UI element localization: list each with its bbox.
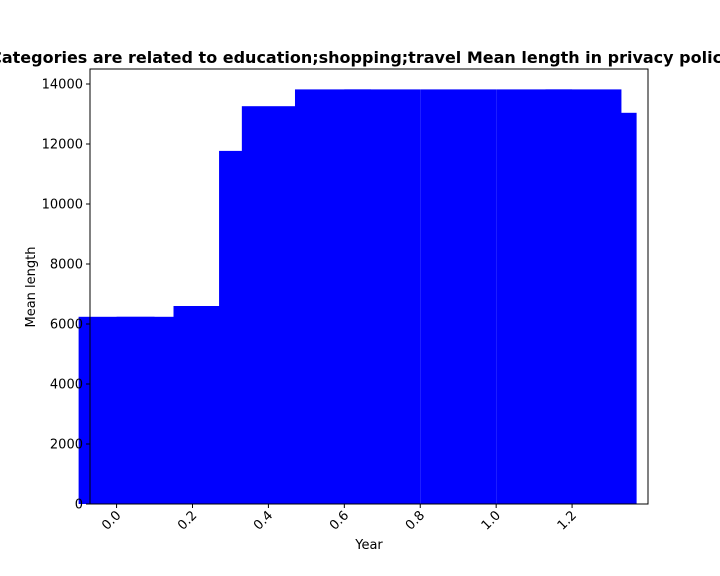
x-axis-label: Year — [354, 538, 383, 553]
y-tick-label-6: 12000 — [42, 138, 83, 153]
x-tick-label-2: 0.4 — [251, 508, 276, 533]
bar-6 — [344, 89, 421, 505]
y-tick-label-1: 2000 — [50, 438, 83, 453]
x-tick-label-0: 0.0 — [99, 508, 124, 533]
y-axis: 0 2000 4000 6000 8000 10000 12000 14000 — [42, 78, 90, 513]
bars-layer — [78, 89, 637, 505]
x-tick-label-1: 0.2 — [175, 508, 200, 533]
bar-10 — [560, 112, 637, 505]
y-tick-label-5: 10000 — [42, 198, 83, 213]
y-tick-label-2: 4000 — [50, 378, 83, 393]
y-tick-label-7: 14000 — [42, 78, 83, 93]
x-tick-label-6: 1.2 — [555, 508, 580, 533]
bar-7 — [420, 89, 497, 505]
y-tick-label-4: 8000 — [50, 258, 83, 273]
plot-frame — [89, 68, 649, 505]
y-tick-label-3: 6000 — [50, 318, 83, 333]
x-axis: 0.0 0.2 0.4 0.6 0.8 1.0 1.2 — [99, 504, 580, 533]
x-tick-label-4: 0.8 — [403, 508, 428, 533]
y-tick-label-0: 0 — [75, 498, 83, 513]
chart-title: Categories are related to education;shop… — [0, 48, 720, 67]
x-tick-label-5: 1.0 — [479, 508, 504, 533]
y-axis-label: Mean length — [24, 247, 39, 328]
x-tick-label-3: 0.6 — [327, 508, 352, 533]
